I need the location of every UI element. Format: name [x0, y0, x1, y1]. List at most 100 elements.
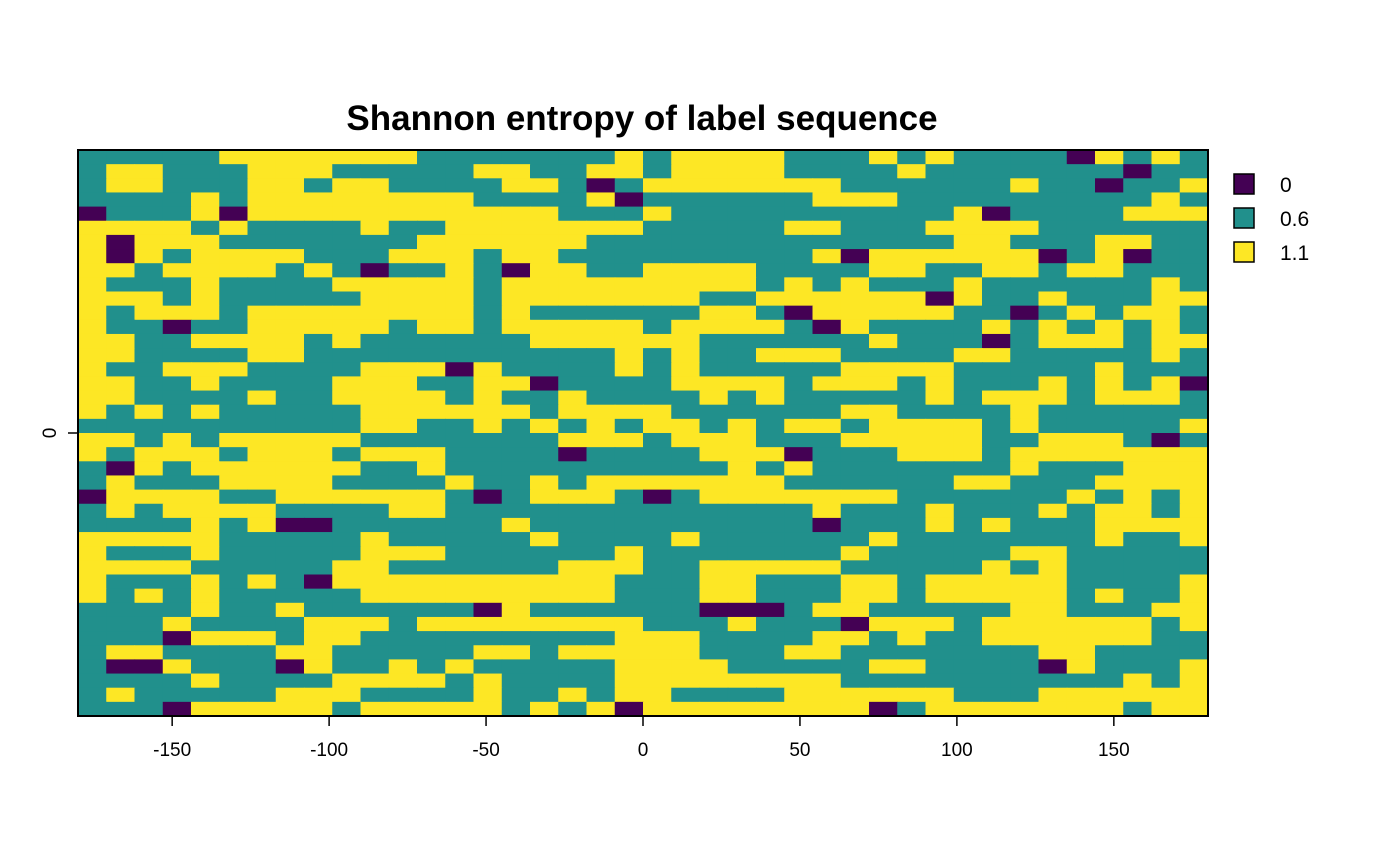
heatmap-cell [275, 418, 305, 434]
heatmap-cell [840, 390, 870, 406]
heatmap-cell [699, 489, 729, 505]
heatmap-cell [247, 447, 277, 462]
heatmap-cell [1010, 616, 1040, 632]
heatmap-cell [586, 348, 616, 363]
heatmap-cell [1010, 333, 1040, 349]
heatmap-cell [756, 277, 785, 293]
heatmap-cell [1123, 206, 1153, 222]
heatmap-cell [982, 475, 1011, 491]
heatmap-cell [473, 546, 503, 561]
heatmap-cell [699, 475, 729, 491]
heatmap-cell [1151, 333, 1181, 349]
heatmap-cell [445, 220, 475, 236]
heatmap-cell [247, 234, 277, 250]
heatmap-cell [727, 461, 757, 477]
heatmap-cell [332, 546, 362, 561]
heatmap-cell [671, 376, 701, 392]
heatmap-cell [869, 418, 898, 434]
heatmap-cell [219, 602, 249, 618]
heatmap-cell [530, 263, 559, 278]
heatmap-cell [727, 305, 757, 321]
heatmap-cell [445, 305, 475, 321]
heatmap-cell [388, 206, 418, 222]
heatmap-cell [360, 249, 390, 264]
heatmap-cell [925, 546, 955, 561]
heatmap-cell [558, 333, 588, 349]
heatmap-cell [897, 404, 927, 420]
heatmap-cell [614, 602, 644, 618]
heatmap-cell [840, 433, 870, 448]
heatmap-cell [106, 645, 136, 660]
heatmap-cell [247, 319, 277, 335]
heatmap-cell [1066, 234, 1096, 250]
heatmap-cell [1010, 348, 1040, 363]
heatmap-cell [727, 701, 757, 717]
heatmap-cell [1095, 376, 1124, 392]
heatmap-cell [1095, 150, 1124, 165]
heatmap-cell [953, 532, 983, 547]
heatmap-cell [840, 673, 870, 689]
heatmap-cell [388, 192, 418, 208]
heatmap-cell [191, 673, 220, 689]
heatmap-cell [614, 574, 644, 590]
heatmap-cell [1095, 220, 1124, 236]
heatmap-cell [304, 164, 333, 179]
heatmap-cell [332, 206, 362, 222]
heatmap-cell [1038, 673, 1068, 689]
heatmap-cell [1123, 150, 1153, 165]
heatmap-cell [840, 560, 870, 576]
heatmap-cell [1066, 220, 1096, 236]
heatmap-cell [756, 546, 785, 561]
heatmap-cell [756, 376, 785, 392]
heatmap-cell [699, 418, 729, 434]
heatmap-cell [897, 659, 927, 675]
heatmap-cell [727, 560, 757, 576]
heatmap-cell [360, 701, 390, 717]
heatmap-cell [586, 164, 616, 179]
heatmap-cell [1179, 362, 1209, 377]
heatmap-cell [925, 164, 955, 179]
heatmap-cell [1095, 333, 1124, 349]
heatmap-cell [106, 433, 136, 448]
heatmap-cell [191, 319, 220, 335]
heatmap-cell [360, 277, 390, 293]
heatmap-cell [162, 687, 192, 703]
heatmap-cell [78, 164, 107, 179]
heatmap-cell [473, 701, 503, 717]
heatmap-cell [1010, 206, 1040, 222]
heatmap-cell [812, 178, 842, 194]
heatmap-cell [586, 220, 616, 236]
heatmap-cell [1066, 164, 1096, 179]
heatmap-cell [897, 631, 927, 646]
heatmap-cell [869, 333, 898, 349]
heatmap-cell [869, 192, 898, 208]
heatmap-cell [925, 503, 955, 519]
heatmap-cell [106, 192, 136, 208]
heatmap-cell [191, 150, 220, 165]
heatmap-cell [1151, 192, 1181, 208]
heatmap-cell [247, 164, 277, 179]
heatmap-cell [530, 249, 559, 264]
heatmap-cell [388, 503, 418, 519]
heatmap-cell [1123, 560, 1153, 576]
heatmap-cell [530, 390, 559, 406]
heatmap-cell [1095, 404, 1124, 420]
heatmap-cell [586, 291, 616, 307]
heatmap-cell [671, 390, 701, 406]
heatmap-cell [1123, 461, 1153, 477]
heatmap-cell [869, 503, 898, 519]
heatmap-cell [417, 560, 446, 576]
heatmap-cell [897, 263, 927, 278]
heatmap-cell [1095, 645, 1124, 660]
heatmap-cell [812, 503, 842, 519]
heatmap-cell [784, 475, 814, 491]
heatmap-cell [586, 178, 616, 194]
heatmap-cell [784, 404, 814, 420]
heatmap-cell [558, 489, 588, 505]
heatmap-cell [247, 333, 277, 349]
heatmap-cell [699, 560, 729, 576]
heatmap-cell [1151, 164, 1181, 179]
heatmap-cell [784, 418, 814, 434]
heatmap-cell [417, 192, 446, 208]
heatmap-cell [247, 503, 277, 519]
